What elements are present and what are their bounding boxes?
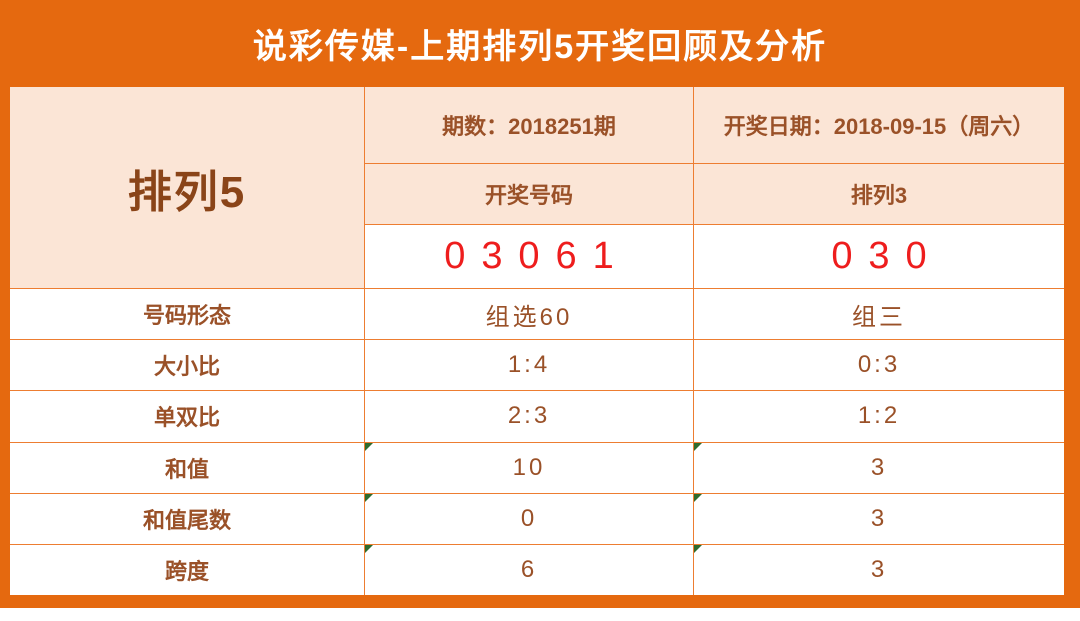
stat-value-text: 0: [520, 504, 538, 532]
lottery-review-table: 排列5 期数：2018251期 开奖日期：2018-09-15（周六） 开奖号码…: [0, 87, 1080, 608]
stat-row-value-pl5: 0: [365, 493, 693, 544]
stat-row-label: 大小比: [10, 340, 364, 391]
stat-value-text: 3: [870, 504, 888, 532]
pl3-header-cell: 排列3: [694, 164, 1064, 224]
stat-row-value-pl5: 1:4: [365, 340, 693, 391]
draw-number-header-cell: 开奖号码: [365, 164, 693, 224]
header-banner: 说彩传媒-上期排列5开奖回顾及分析: [0, 0, 1080, 87]
cell-comment-flag-icon: [365, 544, 373, 553]
stat-row-value-pl5: 10: [365, 442, 693, 493]
stat-row-value-pl3: 组三: [694, 289, 1064, 340]
stat-value-text: 3: [870, 555, 888, 583]
stat-row-label: 单双比: [10, 391, 364, 442]
stat-row-value-pl3: 3: [694, 493, 1064, 544]
stat-row-value-pl3: 3: [694, 442, 1064, 493]
stat-row-value-pl3: 1:2: [694, 391, 1064, 442]
pl3-number-value: 030: [694, 225, 1064, 288]
stat-value-text: 10: [512, 453, 546, 481]
stat-row-value-pl3: 3: [694, 544, 1064, 595]
stat-row-value-pl3: 0:3: [694, 340, 1064, 391]
stat-value-text: 6: [520, 555, 538, 583]
cell-comment-flag-icon: [694, 442, 702, 451]
game-name-cell: 排列5: [10, 87, 364, 288]
stat-row-label: 和值: [10, 442, 364, 493]
stat-value-text: 3: [870, 453, 888, 481]
draw-date-cell: 开奖日期：2018-09-15（周六）: [694, 87, 1064, 163]
cell-comment-flag-icon: [694, 493, 702, 502]
stat-row-value-pl5: 6: [365, 544, 693, 595]
stat-row-value-pl5: 组选60: [365, 289, 693, 340]
cell-comment-flag-icon: [694, 544, 702, 553]
cell-comment-flag-icon: [365, 442, 373, 451]
stat-row-value-pl5: 2:3: [365, 391, 693, 442]
page-title: 说彩传媒-上期排列5开奖回顾及分析: [252, 28, 828, 66]
cell-comment-flag-icon: [365, 493, 373, 502]
stat-row-label: 跨度: [10, 544, 364, 595]
draw-number-value: 03061: [365, 225, 693, 288]
issue-number-cell: 期数：2018251期: [365, 87, 693, 163]
stat-row-label: 号码形态: [10, 289, 364, 340]
stat-row-label: 和值尾数: [10, 493, 364, 544]
